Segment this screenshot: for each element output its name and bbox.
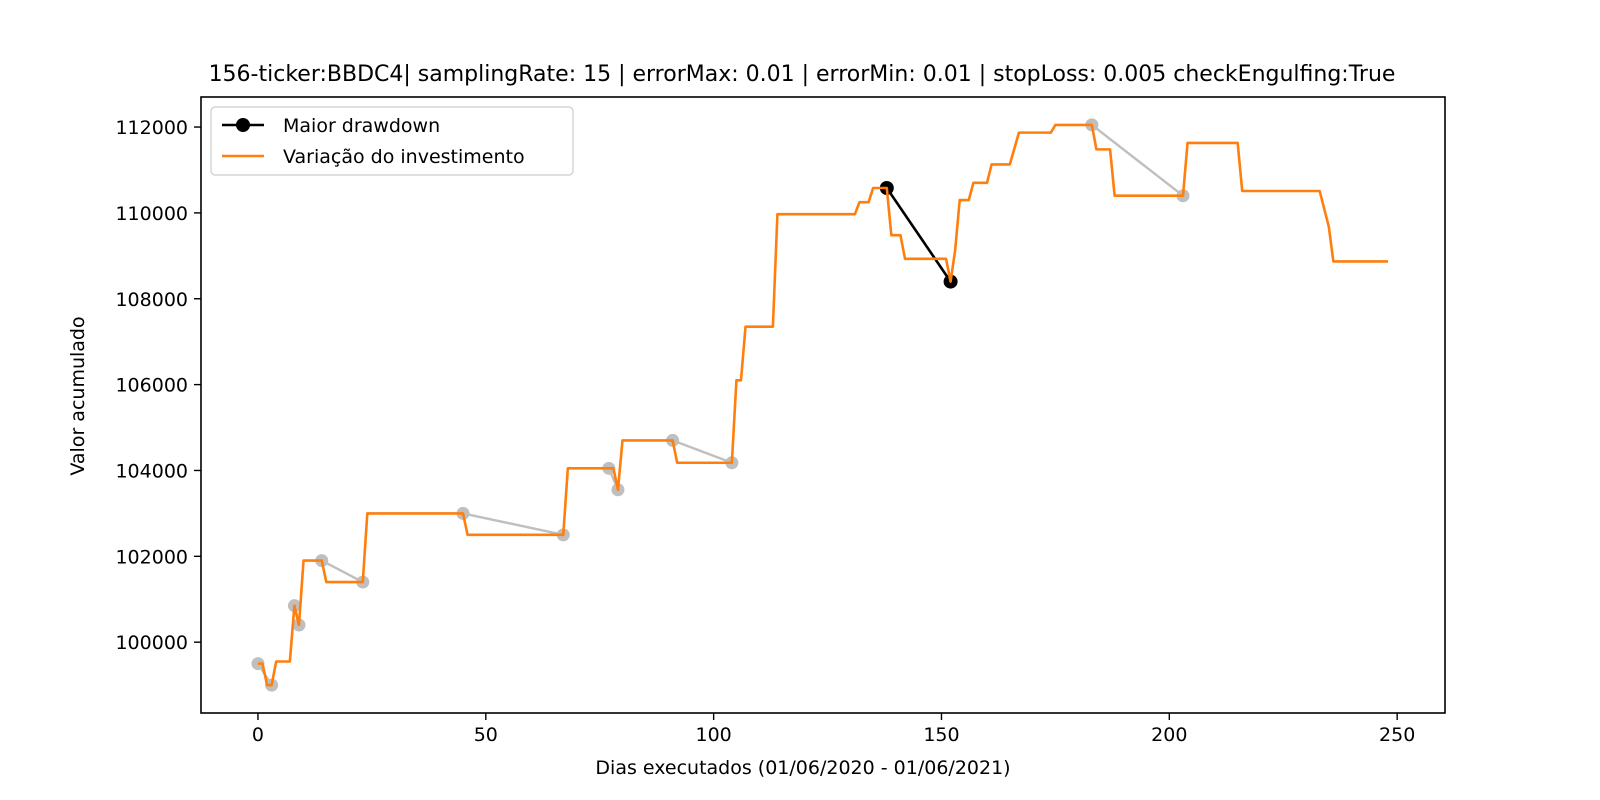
x-tick-label: 0 [252, 724, 264, 746]
plot-area [251, 118, 1389, 692]
legend: Maior drawdown Variação do investimento [210, 106, 574, 176]
chart-title: 156-ticker:BBDC4| samplingRate: 15 | err… [209, 62, 1396, 87]
minor-drawdown-line-6 [1091, 123, 1184, 197]
x-tick-label: 50 [474, 724, 498, 746]
y-tick-label: 102000 [115, 546, 188, 568]
x-axis-ticks: 0 50 100 150 200 250 [252, 713, 1415, 746]
minor-drawdown-line-3 [462, 512, 564, 537]
y-axis-ticks: 100000 102000 104000 106000 108000 110000 1120… [115, 117, 201, 654]
y-tick-label: 106000 [115, 375, 188, 397]
x-tick-label: 150 [923, 724, 959, 746]
legend-marker-drawdown [236, 118, 250, 132]
y-tick-label: 108000 [115, 289, 188, 311]
max-drawdown-line [885, 187, 952, 283]
y-tick-label: 104000 [115, 460, 188, 482]
minor-drawdown-point [251, 657, 265, 671]
x-tick-label: 200 [1151, 724, 1187, 746]
x-tick-label: 100 [696, 724, 732, 746]
x-tick-label: 250 [1379, 724, 1415, 746]
y-tick-label: 112000 [115, 117, 188, 139]
legend-label-investment: Variação do investimento [283, 146, 525, 168]
legend-label-drawdown: Maior drawdown [283, 115, 440, 137]
plot-frame [200, 96, 1446, 714]
y-tick-label: 100000 [115, 632, 188, 654]
legend-frame [210, 106, 574, 176]
y-axis-label: Valor acumulado [67, 316, 89, 475]
minor-drawdown-line-5 [672, 439, 733, 464]
investment-line [257, 123, 1389, 687]
minor-drawdown-line-2 [321, 559, 364, 584]
y-tick-label: 110000 [115, 203, 188, 225]
x-axis-label: Dias executados (01/06/2020 - 01/06/2021… [595, 757, 1010, 779]
